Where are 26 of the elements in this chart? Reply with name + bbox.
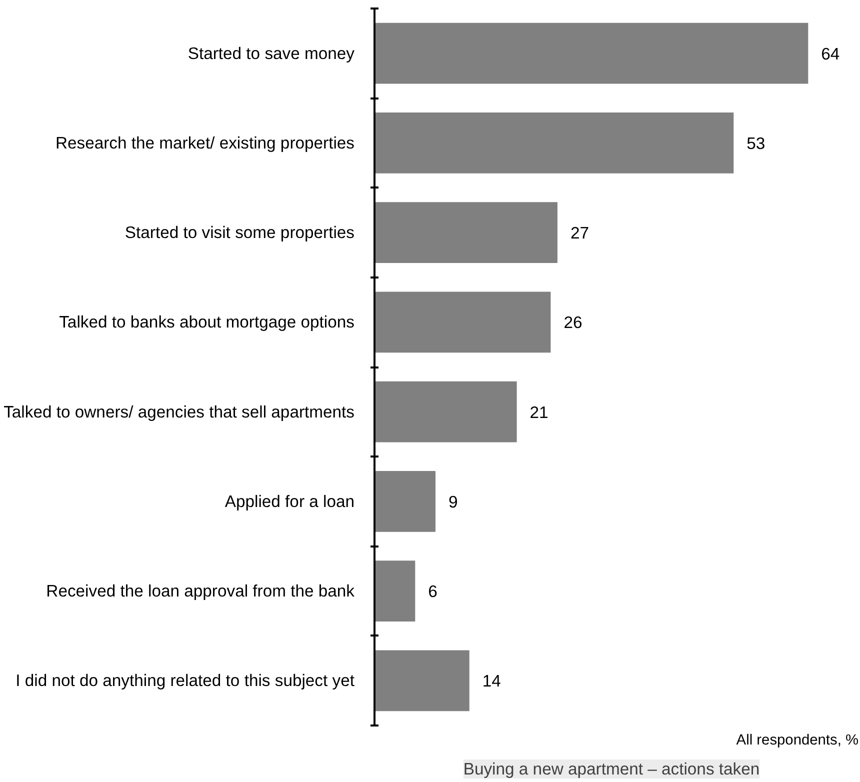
text: All respondents, % <box>736 732 858 748</box>
bar <box>374 22 808 84</box>
bar <box>374 560 416 622</box>
data-label: 27 <box>570 224 589 243</box>
y-tick-label: Talked to owners/ agencies that sell apartments <box>4 402 355 422</box>
data-label: 53 <box>746 134 766 153</box>
y-tick-label: Started to visit some properties <box>124 223 355 242</box>
y-tick-label: Talked to banks about mortgage options <box>59 312 355 332</box>
bar <box>374 292 551 353</box>
y-tick-label: Received the loan approval from the bank <box>46 582 356 601</box>
data-label: 9 <box>448 492 458 512</box>
y-tick-label: Applied for a loan <box>224 492 354 511</box>
data-label: 26 <box>564 313 582 332</box>
y-tick-label: I did not do anything related to this subject yet <box>16 671 355 690</box>
data-label: 21 <box>530 402 548 422</box>
bar <box>374 112 734 174</box>
bar <box>374 470 436 532</box>
data-label: 64 <box>821 44 840 64</box>
y-tick-label: Research the market/ existing properties <box>55 133 355 152</box>
bar <box>374 650 470 712</box>
y-tick-label: Started to save money <box>188 44 356 63</box>
text: Buying a new apartment – actions taken <box>463 760 760 778</box>
data-label: 14 <box>482 672 501 691</box>
data-label: 6 <box>428 582 438 602</box>
bar <box>374 202 558 264</box>
bar <box>374 381 517 442</box>
